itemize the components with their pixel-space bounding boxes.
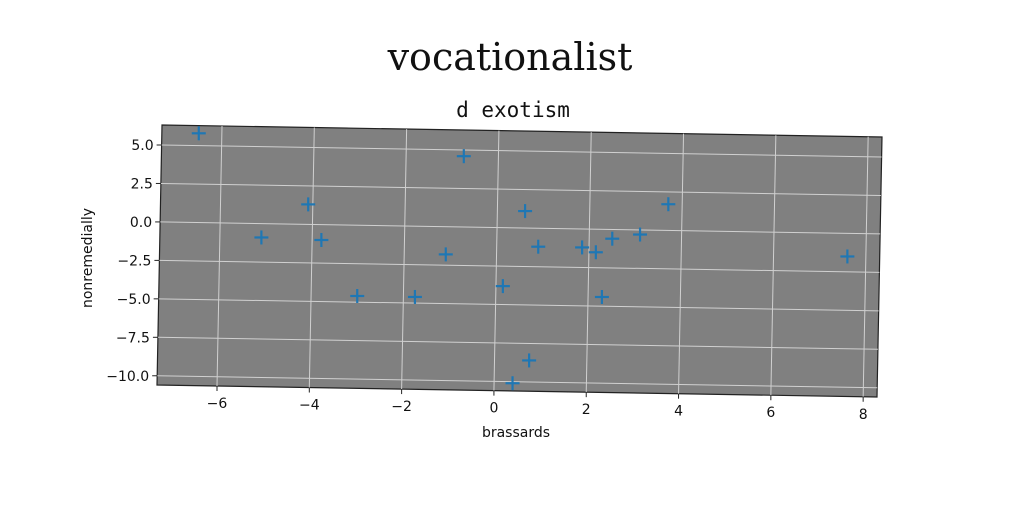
grid-line-x bbox=[678, 133, 685, 394]
x-axis-label: brassards bbox=[482, 425, 550, 441]
x-tick-label: 8 bbox=[859, 407, 868, 423]
x-tick-label: −6 bbox=[207, 396, 228, 412]
grid-line-x bbox=[862, 136, 869, 397]
chart-subtitle: d exotism bbox=[456, 98, 570, 122]
data-point bbox=[191, 126, 206, 141]
data-point bbox=[350, 289, 365, 303]
data-point bbox=[407, 289, 422, 304]
data-point bbox=[254, 230, 269, 245]
y-tick-label: 2.5 bbox=[131, 176, 153, 192]
y-tick-label: 0.0 bbox=[130, 215, 152, 231]
data-point bbox=[661, 197, 676, 212]
data-point bbox=[495, 279, 510, 294]
data-point bbox=[505, 376, 520, 391]
chart-title: vocationalist bbox=[387, 35, 633, 79]
data-point bbox=[588, 245, 603, 260]
grid-line-y bbox=[159, 259, 880, 273]
data-point bbox=[456, 149, 471, 164]
y-tick-label: −7.5 bbox=[116, 330, 150, 346]
data-point bbox=[605, 231, 620, 246]
grid-line-x bbox=[401, 129, 408, 390]
x-tick-label: 2 bbox=[582, 402, 591, 418]
y-axis-label: nonremedially bbox=[80, 208, 96, 308]
grid-line-x bbox=[216, 125, 223, 387]
grid-line-x bbox=[493, 130, 500, 391]
data-point bbox=[531, 239, 546, 254]
y-tick-label: −2.5 bbox=[117, 253, 151, 269]
data-point bbox=[840, 249, 855, 264]
data-point bbox=[575, 240, 590, 255]
grid-line-y bbox=[161, 144, 882, 158]
data-point bbox=[518, 204, 533, 219]
x-tick-label: 0 bbox=[489, 401, 498, 417]
data-point bbox=[522, 353, 537, 368]
data-point bbox=[438, 247, 453, 262]
grid-line-y bbox=[157, 375, 878, 389]
x-tick-label: 4 bbox=[674, 404, 683, 420]
data-point bbox=[314, 233, 329, 247]
y-tick-label: −5.0 bbox=[117, 292, 151, 308]
axis-ticks: −6 −4 −2 0 2 4 6 8 5.0 2.5 0.0 −2.5 −5.0 −7.5 −10.0 bbox=[106, 138, 867, 423]
plot-background bbox=[156, 124, 883, 398]
data-point bbox=[301, 197, 316, 212]
data-point bbox=[594, 290, 609, 304]
grid-line-y bbox=[158, 298, 879, 312]
x-tick-label: 6 bbox=[766, 405, 775, 421]
grid-line-x bbox=[770, 135, 777, 396]
data-point bbox=[633, 227, 648, 242]
x-tick-label: −2 bbox=[391, 399, 412, 415]
grid-line-y bbox=[160, 182, 881, 196]
y-tick-label: 5.0 bbox=[131, 138, 153, 154]
grid-line-y bbox=[160, 221, 881, 235]
grid-line-x bbox=[585, 132, 592, 393]
grid-line-x bbox=[308, 127, 315, 388]
plot-area bbox=[156, 124, 883, 398]
y-tick-label: −10.0 bbox=[106, 369, 149, 385]
x-tick-label: −4 bbox=[299, 398, 320, 414]
grid-line-y bbox=[157, 336, 878, 350]
